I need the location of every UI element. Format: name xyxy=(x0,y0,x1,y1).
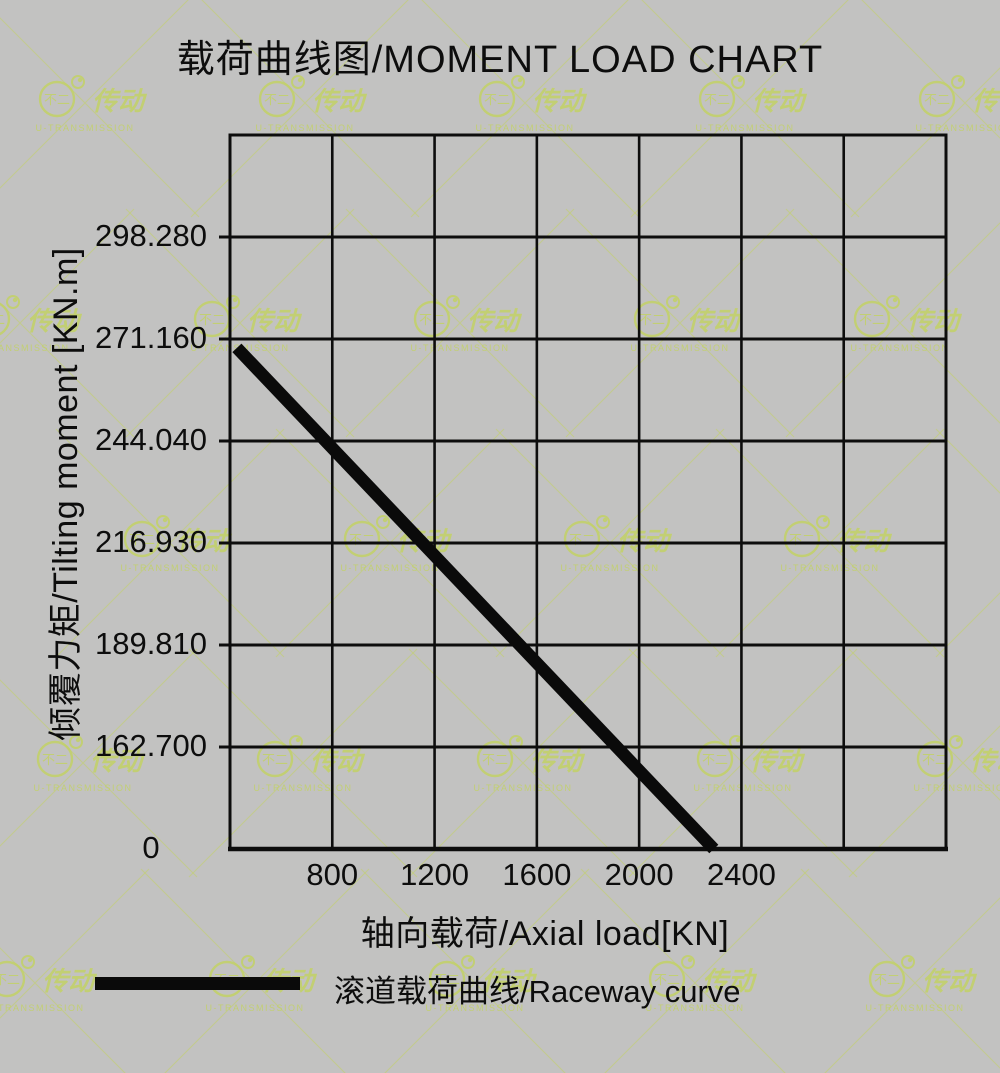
y-tick-label: 244.040 xyxy=(94,422,208,457)
y-tick-label: 298.280 xyxy=(94,218,208,253)
legend-line-swatch xyxy=(95,977,300,990)
raceway-curve-line xyxy=(232,343,719,854)
y-tick-label: 216.930 xyxy=(94,523,208,559)
y-axis-title: 倾覆力矩/Tilting moment [KN.m] xyxy=(47,247,85,741)
x-tick-label: 1600 xyxy=(502,857,572,892)
x-axis-title: 轴向载荷/Axial load[KN] xyxy=(360,915,730,953)
x-tick-label: 800 xyxy=(306,857,359,892)
y-tick-label: 0 xyxy=(142,830,160,865)
x-tick-label: 2000 xyxy=(604,857,674,892)
plot-border xyxy=(228,133,948,851)
chart-title: 载荷曲线图/MOMENT LOAD CHART xyxy=(176,39,824,81)
x-tick-label: 2400 xyxy=(706,857,776,892)
y-tick-label: 189.810 xyxy=(94,625,208,661)
y-tick-label: 271.160 xyxy=(94,320,208,355)
legend-label: 滚道载荷曲线/Raceway curve xyxy=(334,974,741,1009)
y-tick-label: 162.700 xyxy=(94,728,208,763)
x-tick-label: 1200 xyxy=(400,857,470,892)
